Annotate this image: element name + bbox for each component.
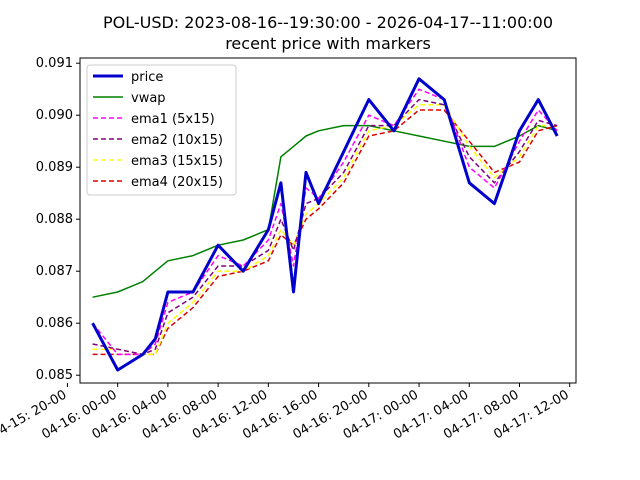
plot-area [79, 57, 577, 384]
chart-subtitle: recent price with markers [225, 34, 431, 53]
y-tick-label: 0.087 [36, 264, 73, 279]
legend: price vwap ema1 (5x15) ema2 (10x15) ema3 (15… [86, 64, 237, 196]
series-line-0 [91, 77, 559, 372]
series-line-1 [92, 124, 558, 298]
series-line-2 [92, 88, 558, 356]
y-tick-label: 0.089 [36, 160, 73, 175]
legend-label: ema3 (15x15) [131, 154, 223, 169]
legend-label: vwap [131, 91, 166, 106]
legend-label: ema4 (20x15) [131, 175, 223, 190]
y-tick-label: 0.090 [36, 108, 73, 123]
y-tick-label: 0.086 [36, 316, 73, 331]
series-line-4 [92, 104, 558, 356]
chart-title: POL-USD: 2023-08-16--19:30:00 - 2026-04-… [103, 13, 553, 32]
y-tick-label: 0.088 [36, 212, 73, 227]
series-line-3 [92, 98, 558, 356]
legend-label: price [131, 70, 163, 85]
y-tick-label: 0.085 [36, 368, 73, 383]
series-line-5 [92, 109, 558, 356]
legend-label: ema2 (10x15) [131, 133, 223, 148]
y-tick-label: 0.091 [36, 56, 73, 71]
legend-label: ema1 (5x15) [131, 112, 215, 127]
series-layer [91, 77, 559, 372]
legend-box [86, 64, 237, 196]
y-axis: 0.085 0.086 0.087 0.088 0.089 0.090 0.091 [36, 56, 80, 383]
